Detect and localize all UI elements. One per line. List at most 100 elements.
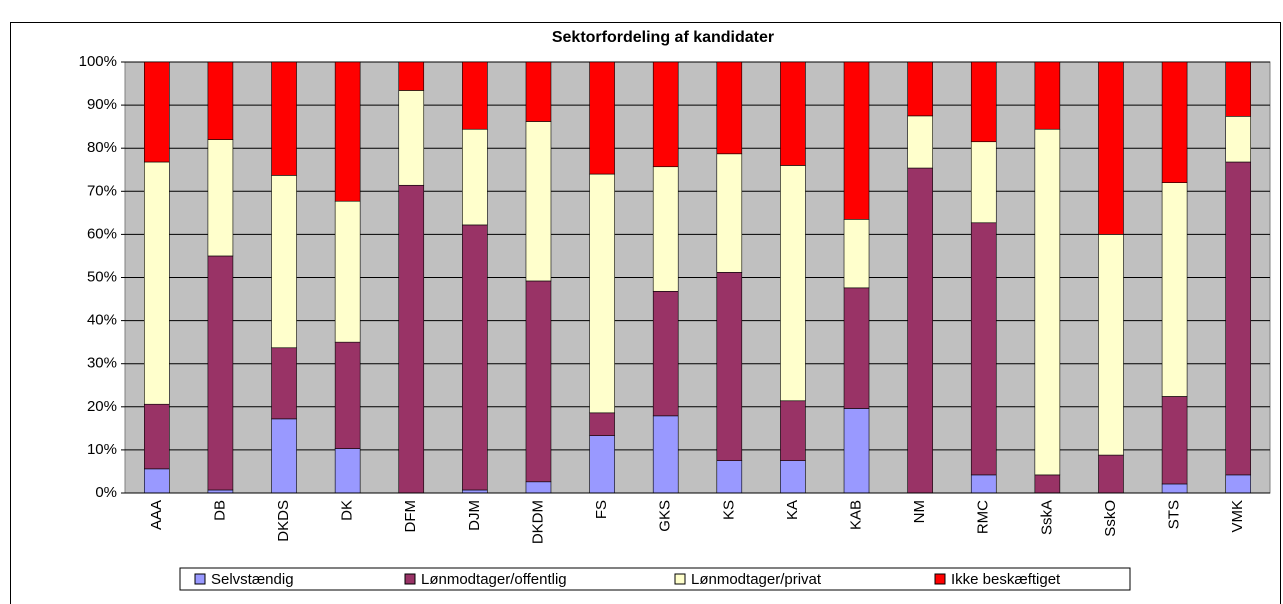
bar-segment <box>1098 61 1124 235</box>
bar-segment <box>144 403 170 470</box>
x-tick-label: KA <box>784 500 801 520</box>
x-tick-label: DJM <box>466 500 483 531</box>
bar-segment <box>271 418 297 494</box>
bar-segment <box>1225 161 1251 476</box>
legend-box <box>179 567 1131 591</box>
y-tick-label: 90% <box>87 96 117 113</box>
x-tick-label: KS <box>720 500 737 520</box>
bar-segment <box>843 287 870 409</box>
bar-segment <box>970 474 997 494</box>
y-tick-label: 100% <box>79 53 117 70</box>
bar-segment <box>271 175 297 349</box>
bar-segment <box>462 224 488 491</box>
bar-segment <box>1098 234 1124 456</box>
x-tick-label: SskO <box>1102 500 1119 537</box>
bar-segment <box>271 61 297 176</box>
bar-segment <box>525 481 552 494</box>
bar-segment <box>907 61 933 117</box>
x-tick-label: AAA <box>148 500 165 530</box>
bar-segment <box>144 468 170 494</box>
x-tick-label: DKDM <box>529 500 546 544</box>
legend-swatch <box>934 573 946 585</box>
bar-segment <box>462 61 488 130</box>
bar-segment <box>843 408 870 494</box>
y-tick-label: 40% <box>87 312 117 329</box>
bar-segment <box>1161 396 1188 485</box>
x-tick-label: FS <box>593 500 610 519</box>
y-tick-label: 30% <box>87 355 117 372</box>
bar-segment <box>716 460 743 494</box>
legend-label: Lønmodtager/offentlig <box>421 571 567 588</box>
bar-segment <box>207 255 234 491</box>
bar-segment <box>525 61 552 122</box>
bar-segment <box>334 448 361 494</box>
bar-segment <box>144 161 170 405</box>
bar-segment <box>652 415 679 494</box>
x-tick-label: STS <box>1166 500 1183 529</box>
legend-label: Selvstændig <box>211 571 294 588</box>
legend-label: Ikke beskæftiget <box>951 571 1061 588</box>
x-tick-label: KAB <box>847 500 864 530</box>
x-tick-label: RMC <box>975 500 992 534</box>
bar-segment <box>1225 474 1251 494</box>
bar-segment <box>716 61 743 155</box>
y-tick-label: 50% <box>87 268 117 285</box>
x-tick-label: DB <box>211 500 228 521</box>
y-tick-label: 10% <box>87 441 117 458</box>
legend-swatch <box>674 573 686 585</box>
bar-segment <box>1034 61 1061 130</box>
bar-segment <box>1034 128 1061 476</box>
bar-segment <box>334 341 361 449</box>
x-tick-label: VMK <box>1229 500 1246 533</box>
bar-segment <box>780 400 806 461</box>
bar-segment <box>1161 182 1188 397</box>
bar-segment <box>1161 483 1188 494</box>
x-tick-label: GKS <box>657 500 674 532</box>
bar-segment <box>716 153 743 273</box>
bar-segment <box>1225 116 1251 163</box>
bar-segment <box>462 128 488 226</box>
bar-segment <box>652 290 679 417</box>
bar-segment <box>525 121 552 282</box>
bar-segment <box>1161 61 1188 183</box>
bar-segment <box>716 272 743 461</box>
bar-segment <box>334 61 361 202</box>
y-tick-label: 0% <box>95 484 117 501</box>
bar-segment <box>970 61 997 143</box>
bar-segment <box>207 61 234 140</box>
bar-segment <box>843 219 870 289</box>
bar-segment <box>652 166 679 292</box>
bar-segment <box>907 115 933 169</box>
bar-segment <box>780 165 806 402</box>
bar-segment <box>334 200 361 343</box>
bar-segment <box>525 280 552 483</box>
bar-segment <box>843 61 870 220</box>
bar-segment <box>398 184 425 494</box>
bar-segment <box>1034 474 1061 494</box>
legend-swatch <box>404 573 416 585</box>
bar-segment <box>398 61 425 91</box>
legend-swatch <box>194 573 206 585</box>
bar-segment <box>589 61 615 175</box>
legend-label: Lønmodtager/privat <box>691 571 822 588</box>
bar-segment <box>1225 61 1251 117</box>
x-tick-label: SskA <box>1038 500 1055 535</box>
bar-segment <box>652 61 679 168</box>
bar-segment <box>589 435 615 494</box>
bar-segment <box>398 90 425 186</box>
x-tick-label: NM <box>911 500 928 523</box>
x-tick-label: DKDS <box>275 500 292 542</box>
x-tick-label: DK <box>339 500 356 521</box>
bar-segment <box>907 167 933 494</box>
y-tick-label: 60% <box>87 225 117 242</box>
bar-segment <box>970 222 997 476</box>
y-tick-label: 20% <box>87 398 117 415</box>
bar-segment <box>207 139 234 257</box>
bar-segment <box>1098 454 1124 494</box>
bar-segment <box>780 460 806 494</box>
bar-segment <box>780 61 806 166</box>
bar-segment <box>589 173 615 414</box>
chart-title: Sektorfordeling af kandidater <box>552 29 774 46</box>
